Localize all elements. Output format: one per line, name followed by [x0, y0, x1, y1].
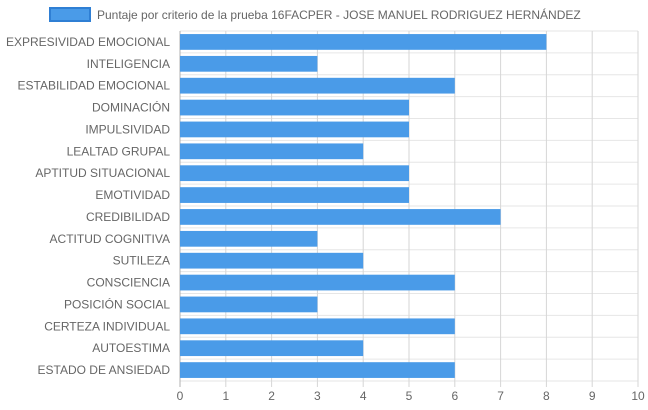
category-label: ESTABILIDAD EMOCIONAL — [18, 79, 171, 93]
category-label: SUTILEZA — [113, 254, 170, 268]
category-label: LEALTAD GRUPAL — [67, 144, 171, 158]
category-label: POSICIÓN SOCIAL — [64, 296, 170, 311]
category-label: EMOTIVIDAD — [95, 188, 170, 202]
bar[interactable] — [180, 143, 364, 160]
x-tick-label: 8 — [543, 389, 550, 403]
legend-label[interactable]: Puntaje por criterio de la prueba 16FACP… — [97, 7, 581, 22]
category-label: AUTOESTIMA — [92, 341, 170, 355]
category-label: CERTEZA INDIVIDUAL — [44, 319, 170, 333]
x-axis-tick-labels: 0 1 2 3 4 5 6 7 8 9 10 — [177, 389, 645, 403]
category-label: CREDIBILIDAD — [86, 210, 170, 224]
x-tick-label: 6 — [451, 389, 458, 403]
bar[interactable] — [180, 362, 455, 378]
category-label: IMPULSIVIDAD — [85, 122, 170, 136]
category-label: CONSCIENCIA — [87, 276, 170, 290]
bar[interactable] — [180, 55, 318, 72]
bar[interactable] — [180, 121, 409, 138]
bar[interactable] — [180, 99, 409, 116]
x-tick-label: 9 — [589, 389, 596, 403]
x-tick-label: 5 — [406, 389, 413, 403]
bar[interactable] — [180, 34, 547, 50]
category-label: EXPRESIVIDAD EMOCIONAL — [6, 35, 170, 49]
legend[interactable]: Puntaje por criterio de la prueba 16FACP… — [49, 7, 581, 22]
category-label: DOMINACIÓN — [92, 100, 170, 115]
category-label: ESTADO DE ANSIEDAD — [38, 363, 171, 377]
x-tick-label: 0 — [177, 389, 184, 403]
x-tick-label: 10 — [631, 389, 645, 403]
bar[interactable] — [180, 230, 318, 247]
bar[interactable] — [180, 340, 364, 357]
x-tick-label: 3 — [314, 389, 321, 403]
x-tick-label: 1 — [222, 389, 229, 403]
x-tick-label: 2 — [268, 389, 275, 403]
bars — [180, 34, 547, 378]
bar[interactable] — [180, 318, 455, 335]
x-tick-label: 7 — [497, 389, 504, 403]
bar[interactable] — [180, 209, 501, 225]
bar[interactable] — [180, 187, 409, 203]
category-label: APTITUD SITUACIONAL — [35, 166, 170, 180]
bar[interactable] — [180, 77, 455, 94]
bar[interactable] — [180, 296, 318, 313]
bar[interactable] — [180, 274, 455, 291]
bar[interactable] — [180, 165, 409, 182]
category-label: INTELIGENCIA — [87, 57, 170, 71]
category-labels: EXPRESIVIDAD EMOCIONAL INTELIGENCIA ESTABI… — [6, 35, 170, 377]
bar[interactable] — [180, 252, 364, 269]
x-tick-label: 4 — [360, 389, 367, 403]
category-label: ACTITUD COGNITIVA — [50, 232, 170, 246]
legend-swatch[interactable] — [49, 7, 91, 22]
